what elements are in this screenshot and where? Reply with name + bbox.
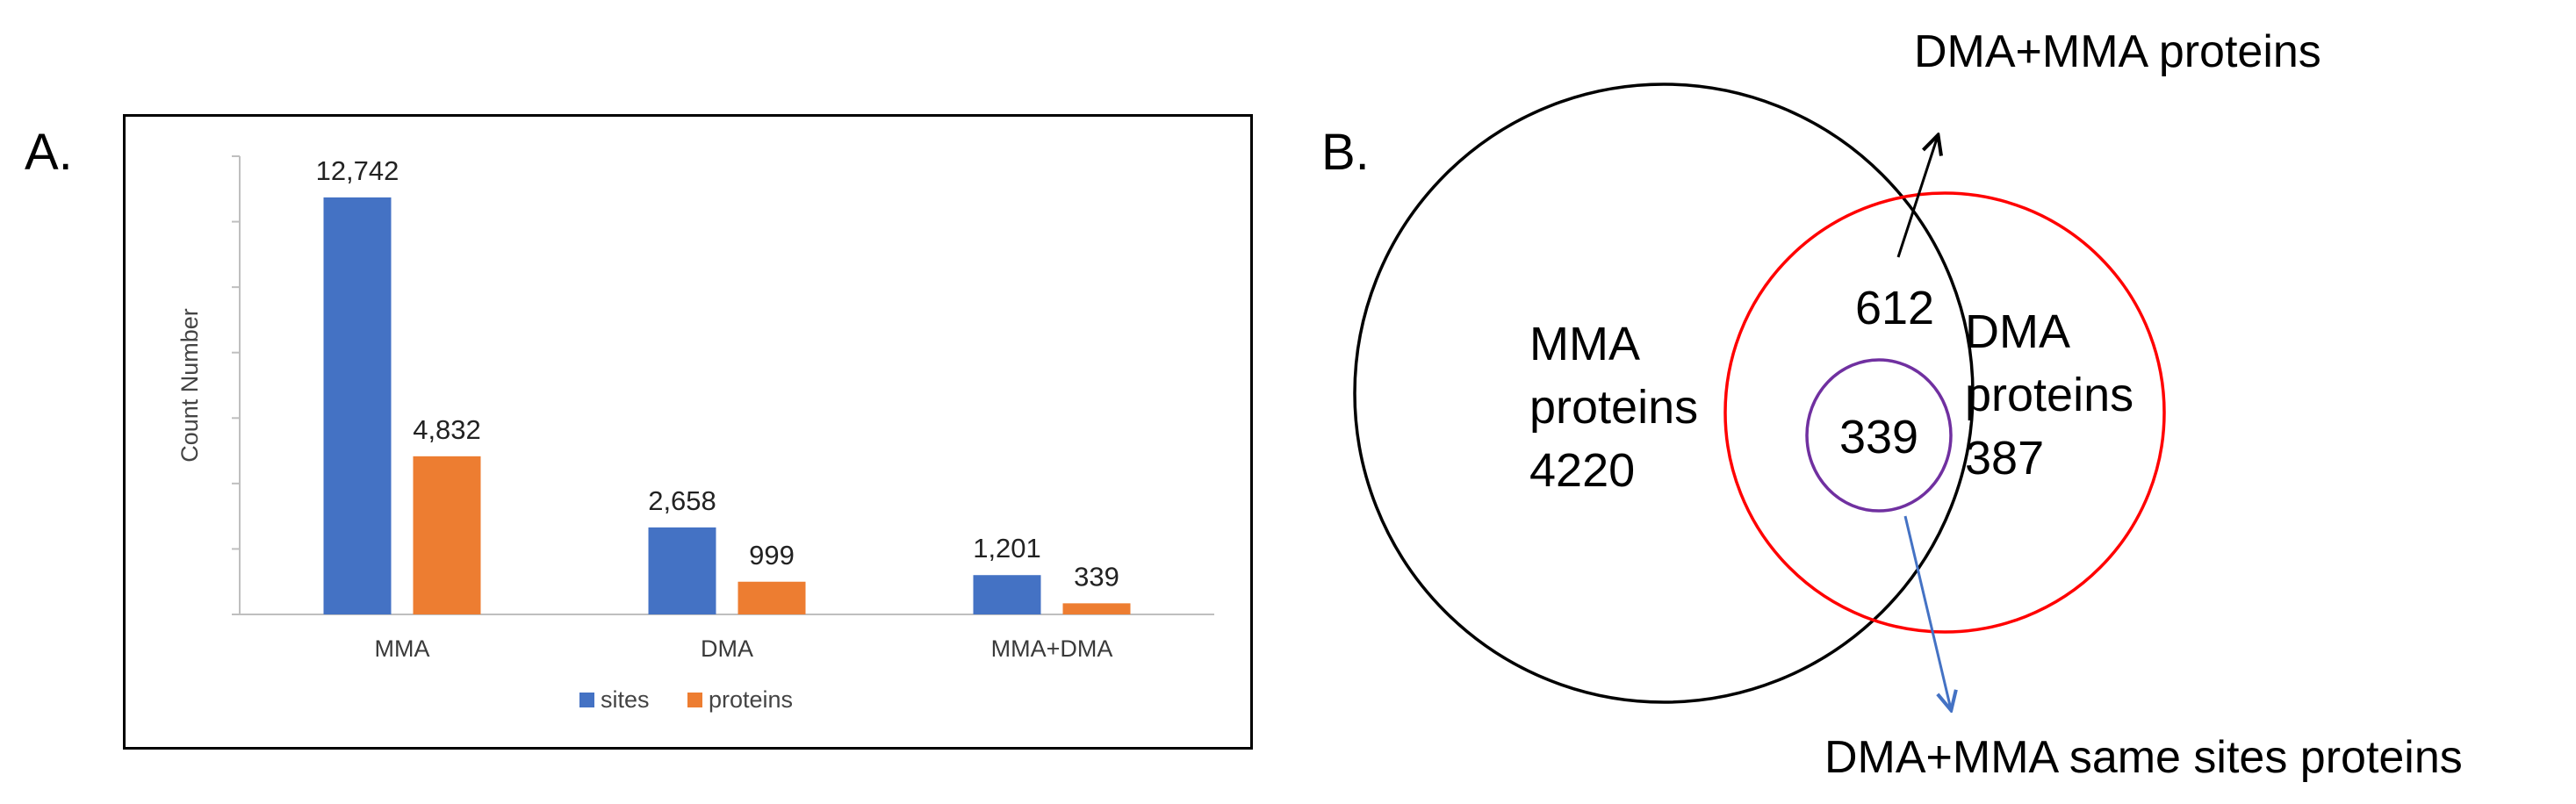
bar-proteins-dma — [738, 581, 806, 614]
data-label-sites-mma: 12,742 — [316, 155, 399, 186]
venn-circle-mma — [1353, 83, 1975, 704]
venn-overlap-value: 612 — [1855, 282, 1934, 334]
data-label-sites-dma: 2,658 — [648, 485, 716, 516]
data-label-proteins-mma: 4,832 — [413, 414, 481, 445]
legend-swatch-sites — [579, 693, 594, 707]
panel-b-label: B. — [1321, 124, 1370, 181]
data-label-sites-mma-dma: 1,201 — [973, 533, 1041, 564]
callout-same-sites-proteins: DMA+MMA same sites proteins — [1824, 732, 2463, 783]
data-label-proteins-mma-dma: 339 — [1074, 561, 1119, 592]
venn-inner-value: 339 — [1839, 411, 1918, 463]
bar-proteins-mma — [413, 456, 481, 614]
venn-mma-value: 4220 — [1529, 444, 1635, 497]
bar-sites-mma-dma — [973, 575, 1041, 614]
x-tick-label: DMA — [701, 635, 753, 662]
legend-swatch-proteins — [687, 693, 702, 707]
data-label-proteins-dma: 999 — [749, 540, 795, 571]
bar-proteins-mma-dma — [1062, 603, 1131, 614]
legend-label-proteins: proteins — [709, 686, 793, 713]
venn-circle-same-sites — [1805, 358, 1953, 513]
x-tick-label: MMA — [375, 635, 430, 662]
venn-mma-name-line1: MMA — [1529, 318, 1640, 370]
bar-sites-dma — [648, 527, 716, 614]
bar-sites-mma — [323, 197, 392, 614]
panel-a-label: A. — [25, 124, 73, 181]
legend-label-sites: sites — [601, 686, 650, 713]
venn-mma-name-line2: proteins — [1529, 381, 1698, 434]
venn-dma-name-line1: DMA — [1965, 305, 2070, 358]
callout-arrow-dma-mma-proteins — [1896, 136, 1938, 258]
bar-chart: Count Number 12,742 4,832 MMA 2,658 999 DMA 1,2… — [176, 155, 1214, 713]
venn-dma-name-line2: proteins — [1965, 369, 2133, 421]
bar-chart-frame: Count Number 12,742 4,832 MMA 2,658 999 DMA 1,2… — [123, 114, 1253, 750]
x-tick-label: MMA+DMA — [991, 635, 1113, 662]
callout-dma-mma-proteins: DMA+MMA proteins — [1914, 26, 2321, 77]
venn-dma-value: 387 — [1965, 432, 2044, 485]
venn-circle-dma — [1723, 191, 2166, 634]
callout-arrow-same-sites-proteins — [1903, 515, 1951, 709]
y-axis-title: Count Number — [176, 308, 203, 463]
